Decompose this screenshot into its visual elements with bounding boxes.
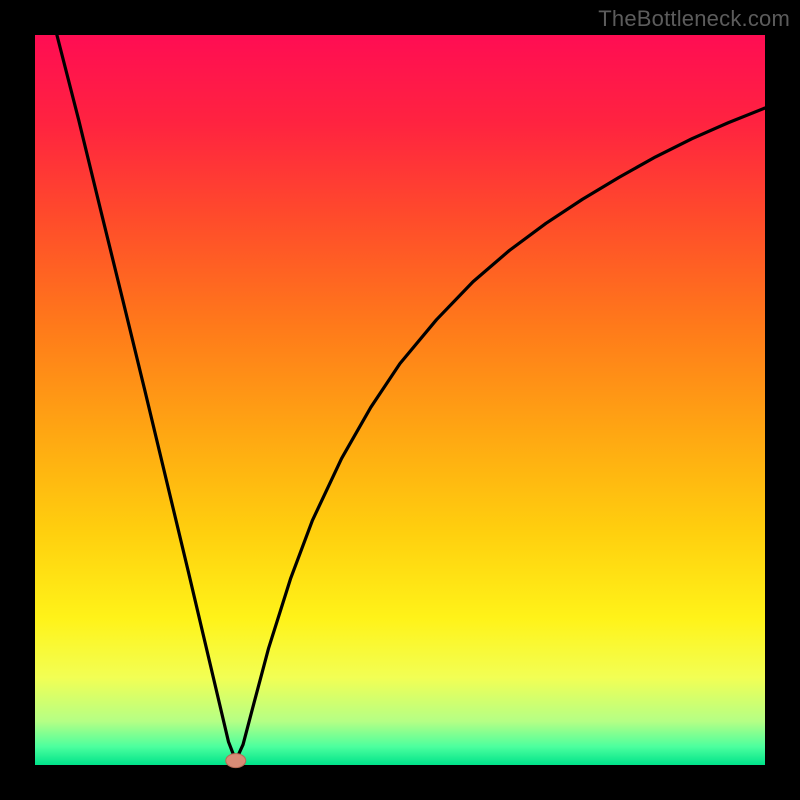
bottleneck-curve-chart [0,0,800,800]
plot-area [35,35,765,765]
watermark-text: TheBottleneck.com [598,6,790,32]
optimum-marker [226,754,246,768]
chart-container: TheBottleneck.com [0,0,800,800]
